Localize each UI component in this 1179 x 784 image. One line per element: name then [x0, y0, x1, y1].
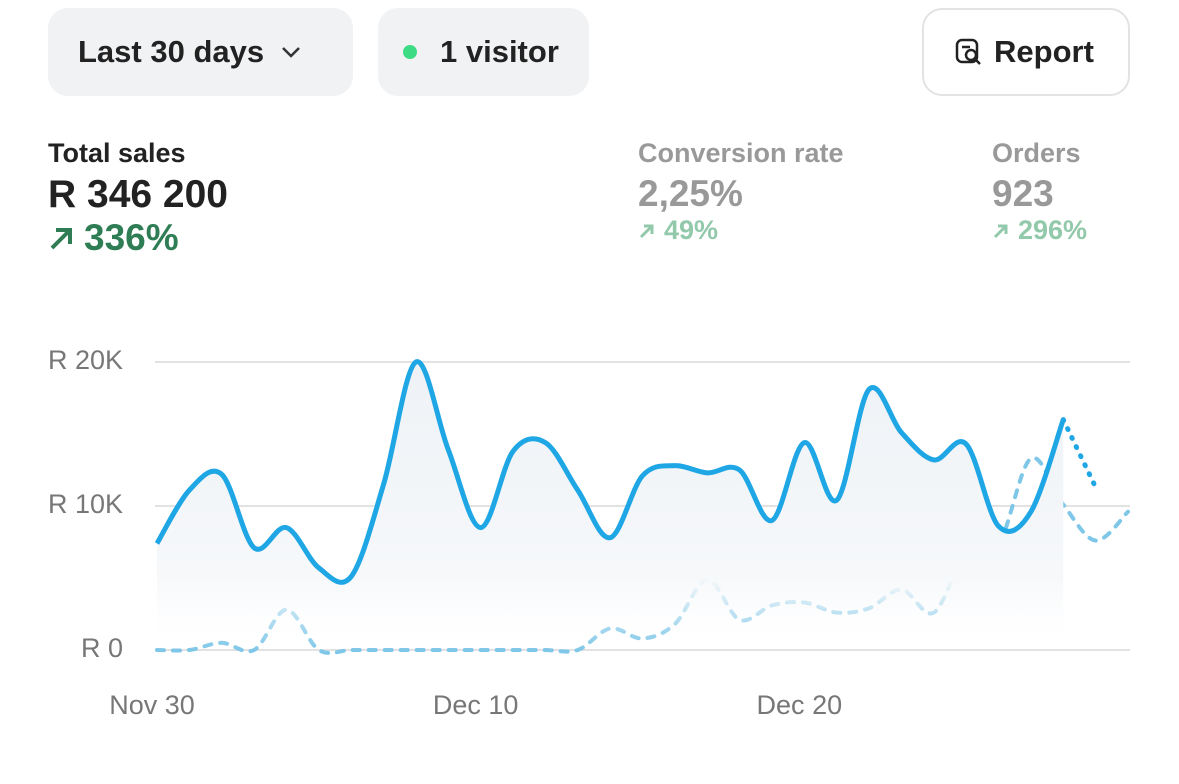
period-button[interactable]: Last 30 days	[48, 8, 353, 96]
area-fill	[157, 361, 1064, 650]
x-tick-label: Dec 20	[757, 690, 843, 720]
report-button[interactable]: Report	[922, 8, 1130, 96]
up-arrow	[639, 224, 654, 238]
x-tick-label: Dec 10	[433, 690, 519, 720]
x-tick-label: Nov 30	[109, 690, 195, 720]
chevron-icon	[282, 47, 300, 58]
live-dot	[403, 45, 417, 59]
metric: Total sales R 346 200 336%	[48, 138, 228, 259]
metric: Orders 923 296%	[992, 138, 1087, 246]
metric-label: Conversion rate	[638, 138, 844, 168]
y-tick-label: R 10K	[48, 489, 123, 519]
sales-line	[154, 359, 1066, 585]
up-arrow	[993, 224, 1008, 238]
metric-change: 49%	[664, 215, 719, 245]
metric-change: 296%	[1018, 215, 1088, 245]
metric: Conversion rate 2,25% 49%	[638, 138, 844, 246]
report-icon	[955, 38, 981, 65]
y-tick-label: R 20K	[48, 345, 123, 375]
visitor-text: 1 visitor	[440, 34, 559, 69]
metric-label: Total sales	[48, 138, 186, 168]
visitor-badge[interactable]: 1 visitor	[378, 8, 589, 96]
metric-value: R 346 200	[48, 173, 228, 216]
y-tick-label: R 0	[81, 633, 123, 663]
metric-change: 336%	[84, 217, 179, 258]
period-text: Last 30 days	[78, 34, 265, 69]
up-arrow	[50, 228, 72, 250]
sales-line-partial	[1060, 417, 1099, 490]
metric-value: 2,25%	[638, 173, 743, 214]
metric-value: 923	[992, 173, 1054, 214]
metric-label: Orders	[992, 138, 1081, 168]
comparison-line	[155, 455, 1130, 655]
report-text: Report	[994, 34, 1094, 69]
